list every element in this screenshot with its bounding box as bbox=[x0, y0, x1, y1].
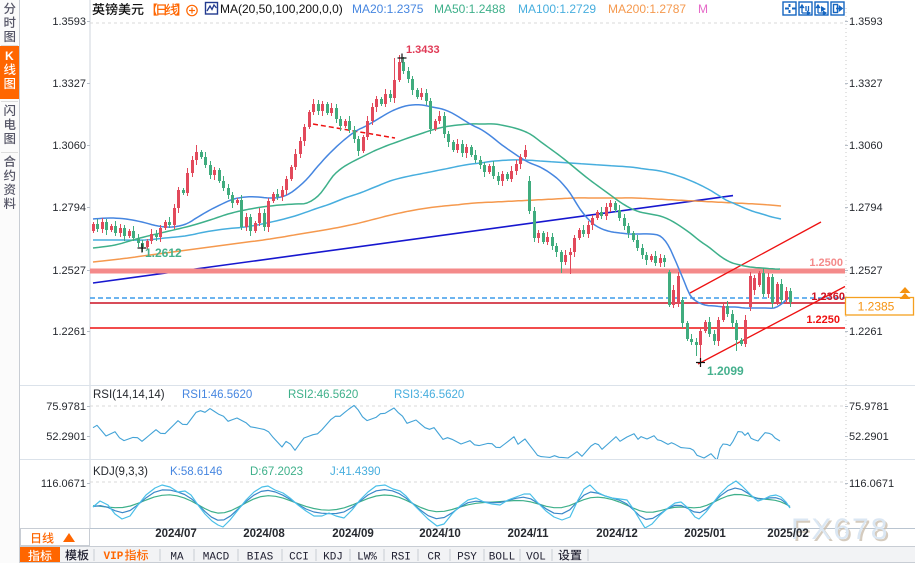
svg-text:KDJ(9,3,3): KDJ(9,3,3) bbox=[93, 466, 148, 478]
svg-text:52.2901: 52.2901 bbox=[46, 431, 86, 443]
svg-text:MA50:1.2488: MA50:1.2488 bbox=[434, 2, 506, 16]
svg-text:LW%: LW% bbox=[357, 552, 377, 563]
svg-text:75.9781: 75.9781 bbox=[849, 401, 889, 413]
svg-text:J:41.4390: J:41.4390 bbox=[330, 466, 381, 478]
svg-text:1.3060: 1.3060 bbox=[52, 140, 86, 152]
svg-text:RSI2:46.5620: RSI2:46.5620 bbox=[288, 389, 358, 401]
svg-text:1.2250: 1.2250 bbox=[806, 314, 840, 326]
svg-text:1.3433: 1.3433 bbox=[406, 44, 440, 56]
svg-text:1.3327: 1.3327 bbox=[52, 78, 86, 90]
svg-text:PSY: PSY bbox=[457, 552, 477, 563]
svg-text:2024/07: 2024/07 bbox=[155, 528, 197, 540]
svg-text:FX678: FX678 bbox=[793, 515, 891, 548]
svg-text:BIAS: BIAS bbox=[247, 552, 274, 563]
svg-text:1.2261: 1.2261 bbox=[849, 326, 883, 338]
svg-text:2025/02: 2025/02 bbox=[767, 528, 809, 540]
svg-text:1.2385: 1.2385 bbox=[858, 300, 895, 314]
svg-text:116.0671: 116.0671 bbox=[849, 478, 894, 490]
svg-text:1.2500: 1.2500 bbox=[809, 257, 843, 269]
svg-text:MA: MA bbox=[170, 552, 184, 563]
svg-text:RSI(14,14,14): RSI(14,14,14) bbox=[93, 389, 165, 401]
svg-text:CCI: CCI bbox=[289, 552, 309, 563]
svg-text:MACD: MACD bbox=[203, 552, 230, 563]
svg-text:FX678: FX678 bbox=[791, 513, 889, 546]
svg-text:1.3593: 1.3593 bbox=[849, 16, 883, 28]
svg-text:D:67.2023: D:67.2023 bbox=[250, 466, 303, 478]
svg-text:MA100:1.2729: MA100:1.2729 bbox=[518, 2, 596, 16]
svg-text:MA20:1.2375: MA20:1.2375 bbox=[352, 2, 424, 16]
svg-text:1.3327: 1.3327 bbox=[849, 78, 883, 90]
svg-text:1.2261: 1.2261 bbox=[52, 326, 86, 338]
svg-text:MA(20,50,100,200,0,0): MA(20,50,100,200,0,0) bbox=[220, 2, 343, 16]
svg-text:2024/09: 2024/09 bbox=[332, 528, 374, 540]
svg-text:RSI1:46.5620: RSI1:46.5620 bbox=[182, 389, 252, 401]
svg-text:2024/12: 2024/12 bbox=[596, 528, 638, 540]
svg-text:CR: CR bbox=[427, 552, 441, 563]
svg-text:1.2527: 1.2527 bbox=[849, 265, 883, 277]
svg-text:2024/11: 2024/11 bbox=[508, 528, 550, 540]
svg-text:1.2099: 1.2099 bbox=[707, 364, 744, 378]
svg-text:1.2612: 1.2612 bbox=[145, 246, 182, 260]
svg-text:MA200:1.2787: MA200:1.2787 bbox=[608, 2, 686, 16]
svg-text:M: M bbox=[698, 2, 708, 16]
svg-text:2024/10: 2024/10 bbox=[419, 528, 461, 540]
svg-text:VOL: VOL bbox=[526, 552, 546, 563]
svg-text:1.3060: 1.3060 bbox=[849, 140, 883, 152]
svg-text:VIP: VIP bbox=[104, 551, 124, 563]
svg-text:1.2360: 1.2360 bbox=[811, 291, 845, 303]
svg-text:116.0671: 116.0671 bbox=[41, 478, 86, 490]
svg-text:BOLL: BOLL bbox=[489, 552, 515, 563]
svg-text:K:58.6146: K:58.6146 bbox=[170, 466, 222, 478]
svg-text:1.2794: 1.2794 bbox=[52, 202, 86, 214]
svg-text:2025/01: 2025/01 bbox=[684, 528, 726, 540]
svg-text:1.3593: 1.3593 bbox=[52, 16, 86, 28]
svg-text:2024/08: 2024/08 bbox=[243, 528, 285, 540]
svg-text:RSI: RSI bbox=[391, 552, 411, 563]
svg-text:RSI3:46.5620: RSI3:46.5620 bbox=[394, 389, 464, 401]
svg-text:KDJ: KDJ bbox=[323, 552, 343, 563]
svg-text:52.2901: 52.2901 bbox=[849, 431, 889, 443]
svg-text:1.2794: 1.2794 bbox=[849, 202, 883, 214]
svg-text:K: K bbox=[5, 49, 14, 63]
svg-text:75.9781: 75.9781 bbox=[46, 401, 86, 413]
svg-text:1.2527: 1.2527 bbox=[52, 265, 86, 277]
